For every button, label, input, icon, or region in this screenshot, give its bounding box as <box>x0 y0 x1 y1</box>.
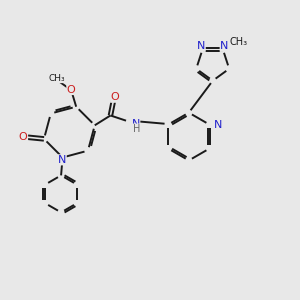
Text: CH₃: CH₃ <box>48 74 65 83</box>
Text: CH₃: CH₃ <box>230 37 247 47</box>
Text: O: O <box>67 85 76 94</box>
Text: N: N <box>214 120 222 130</box>
Text: N: N <box>220 41 229 51</box>
Text: O: O <box>111 92 119 102</box>
Text: O: O <box>19 132 28 142</box>
Text: N: N <box>197 41 205 51</box>
Text: N: N <box>58 155 66 165</box>
Text: N: N <box>131 118 140 129</box>
Text: H: H <box>133 124 140 134</box>
